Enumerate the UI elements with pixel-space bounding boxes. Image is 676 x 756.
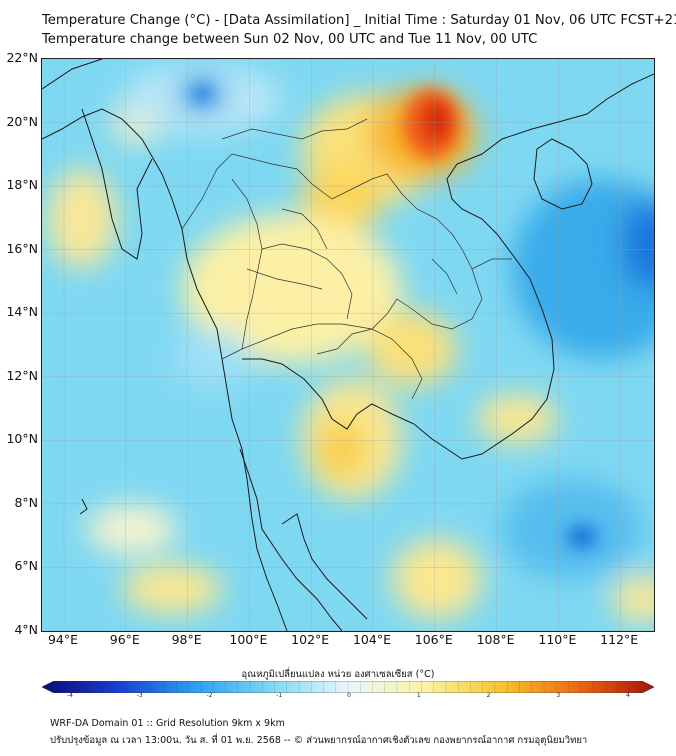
title-line-1: Temperature Change (°C) - [Data Assimila… <box>42 13 676 28</box>
colorbar-tick-label: 4 <box>626 692 630 699</box>
colorbar-tick-label: -1 <box>276 692 283 699</box>
colorbar-tick-label: 1 <box>416 692 421 699</box>
colorbar-tick-label: 0 <box>347 692 351 699</box>
map-panel <box>41 58 655 632</box>
colorbar-label: อุณหภูมิเปลี่ยนแปลง หน่วย องศาเซลเซียส (… <box>241 669 435 680</box>
colorbar-tick-label: 3 <box>556 692 561 699</box>
lon-tick-label: 110°E <box>538 632 577 647</box>
lon-tick-label: 102°E <box>291 632 330 647</box>
lat-tick-label: 22°N <box>6 50 38 65</box>
map-title: Temperature Change (°C) - [Data Assimila… <box>42 11 676 49</box>
colorbar <box>42 681 654 693</box>
lon-tick-label: 106°E <box>414 632 453 647</box>
lon-tick-label: 98°E <box>171 632 202 647</box>
borders <box>181 118 512 400</box>
lon-tick-label: 108°E <box>476 632 515 647</box>
footer-update-info: ปรับปรุงข้อมูล ณ เวลา 13:00น. วัน ส. ที่… <box>50 735 588 746</box>
lon-tick-label: 94°E <box>47 632 79 647</box>
lon-tick-label: 104°E <box>352 632 391 647</box>
title-line-2: Temperature change between Sun 02 Nov, 0… <box>42 32 538 47</box>
lat-tick-label: 8°N <box>14 494 38 510</box>
graticule <box>42 59 654 631</box>
temperature-change-map <box>42 59 654 631</box>
colorbar-tick-label: -3 <box>136 692 143 699</box>
lat-tick-label: 16°N <box>6 240 38 256</box>
colorbar-tick-label: -4 <box>67 692 73 699</box>
lat-tick-label: 20°N <box>6 113 38 129</box>
colorbar-tick-label: -2 <box>206 692 213 699</box>
temperature-field-core <box>192 86 598 549</box>
lat-tick-label: 6°N <box>14 558 38 574</box>
lon-tick-label: 100°E <box>229 632 268 647</box>
footer-model-info: WRF-DA Domain 01 :: Grid Resolution 9km … <box>50 718 285 729</box>
lon-tick-label: 96°E <box>109 632 140 647</box>
lat-tick-label: 4°N <box>14 622 38 637</box>
lat-tick-label: 14°N <box>6 304 38 320</box>
colorbar-tick-label: 2 <box>486 692 491 699</box>
lat-tick-label: 10°N <box>6 431 38 447</box>
coastlines <box>42 59 654 631</box>
lon-tick-label: 112°E <box>600 632 639 647</box>
lat-tick-label: 18°N <box>6 177 38 193</box>
lat-tick-label: 12°N <box>6 367 38 383</box>
temperature-field <box>47 64 654 624</box>
